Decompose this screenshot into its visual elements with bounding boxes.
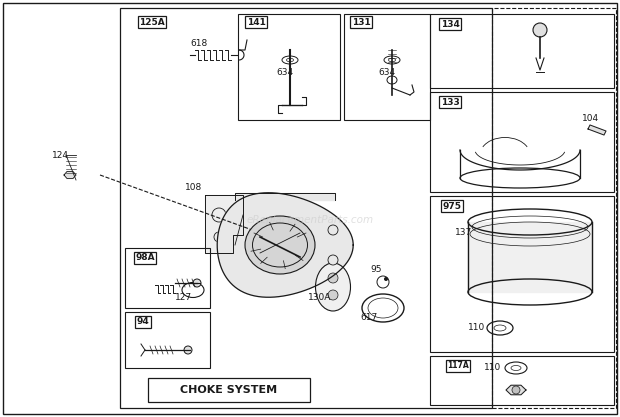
Text: 117A: 117A: [447, 362, 469, 370]
Bar: [430, 14, 614, 88]
Text: 137: 137: [455, 228, 472, 236]
Text: 110: 110: [484, 364, 501, 372]
Text: 134: 134: [441, 20, 459, 28]
Text: 617: 617: [360, 314, 377, 322]
Text: 95: 95: [370, 266, 381, 274]
Text: CHOKE SYSTEM: CHOKE SYSTEM: [180, 385, 278, 395]
Ellipse shape: [316, 263, 350, 311]
Bar: [120, 8, 492, 408]
Circle shape: [328, 273, 338, 283]
Text: 125A: 125A: [139, 18, 165, 27]
Text: 104: 104: [582, 113, 599, 123]
Text: 108: 108: [185, 183, 202, 191]
Text: 634: 634: [276, 68, 293, 76]
Ellipse shape: [193, 279, 201, 287]
Circle shape: [512, 386, 520, 394]
Text: 975: 975: [443, 201, 461, 211]
Text: 133: 133: [441, 98, 459, 106]
Polygon shape: [217, 193, 353, 297]
Text: 141: 141: [247, 18, 265, 27]
Bar: [125, 248, 210, 308]
Bar: [492, 8, 616, 408]
Circle shape: [384, 277, 388, 281]
Text: 127: 127: [175, 294, 192, 302]
Bar: [430, 356, 614, 405]
Text: 634: 634: [378, 68, 395, 76]
Text: 94: 94: [136, 317, 149, 327]
Ellipse shape: [245, 216, 315, 274]
Polygon shape: [235, 193, 335, 200]
Circle shape: [533, 23, 547, 37]
Polygon shape: [468, 222, 592, 292]
Polygon shape: [205, 195, 243, 253]
Bar: [125, 312, 210, 368]
Text: 110: 110: [468, 324, 485, 332]
Bar: [430, 92, 614, 192]
Ellipse shape: [184, 346, 192, 354]
Polygon shape: [588, 125, 606, 135]
Text: 124: 124: [51, 151, 68, 159]
Circle shape: [328, 255, 338, 265]
Text: 98A: 98A: [135, 254, 155, 262]
Polygon shape: [64, 171, 76, 178]
Text: 130A: 130A: [308, 294, 331, 302]
Bar: [148, 378, 310, 402]
Bar: [344, 14, 430, 120]
Text: eReplacementParts.com: eReplacementParts.com: [246, 215, 374, 225]
Circle shape: [328, 290, 338, 300]
Bar: [430, 196, 614, 352]
Polygon shape: [506, 385, 526, 395]
Text: 618: 618: [190, 38, 207, 48]
Bar: [238, 14, 340, 120]
Circle shape: [328, 225, 338, 235]
Text: 131: 131: [352, 18, 370, 27]
